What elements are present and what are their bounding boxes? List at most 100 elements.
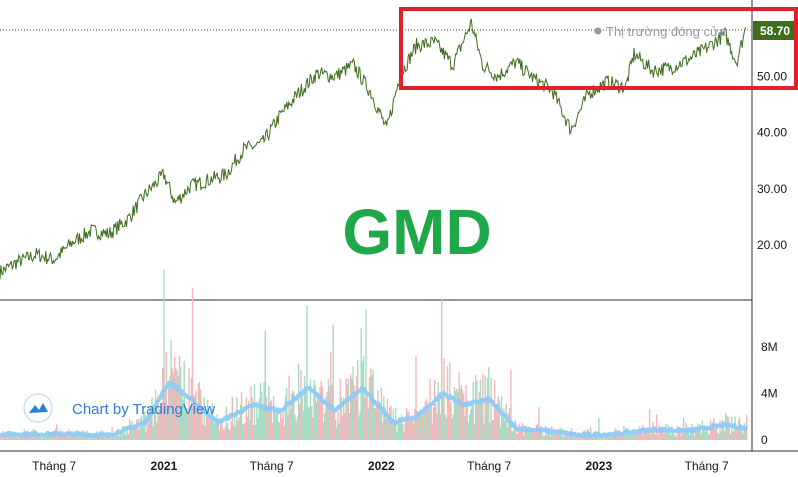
volume-bar <box>555 433 558 440</box>
volume-bar <box>617 435 619 440</box>
volume-bar <box>473 423 476 440</box>
volume-bar <box>140 415 143 440</box>
volume-bar <box>236 397 238 440</box>
volume-bar <box>435 403 437 440</box>
tradingview-cloud-icon <box>23 393 53 423</box>
volume-tick-label: 8M <box>761 340 778 354</box>
volume-bar <box>561 436 563 440</box>
volume-bar <box>305 390 307 440</box>
volume-bar <box>312 417 314 440</box>
volume-bar <box>152 427 154 440</box>
volume-bar <box>713 418 715 440</box>
volume-bar <box>372 370 374 440</box>
volume-bar <box>100 437 103 440</box>
volume-bar <box>636 431 638 440</box>
volume-bar <box>274 405 276 440</box>
volume-pane[interactable] <box>0 269 748 440</box>
volume-bar <box>630 433 632 440</box>
volume-bar <box>343 397 345 440</box>
volume-bar <box>162 367 164 440</box>
volume-axis[interactable]: 8M 4M 0 <box>761 340 778 447</box>
volume-bar <box>428 406 430 440</box>
volume-bar <box>597 438 599 440</box>
volume-bar <box>374 408 377 440</box>
volume-bar <box>430 405 432 440</box>
volume-bar <box>613 435 616 440</box>
volume-bar <box>178 355 181 440</box>
volume-bar <box>414 408 416 440</box>
volume-bar <box>158 409 160 440</box>
volume-bar <box>97 437 99 440</box>
volume-bar <box>244 423 246 440</box>
volume-bar <box>70 432 72 440</box>
volume-bar <box>205 416 208 440</box>
volume-bar <box>474 375 477 440</box>
volume-bar <box>190 378 193 440</box>
volume-bar <box>622 436 624 440</box>
volume-bar <box>174 357 176 440</box>
volume-bar <box>181 392 183 440</box>
volume-bar <box>137 418 139 440</box>
volume-bar <box>263 382 265 440</box>
volume-bar <box>217 419 219 440</box>
volume-bar <box>490 377 492 440</box>
volume-bar <box>633 433 636 440</box>
price-pane[interactable]: GMD <box>0 18 752 280</box>
volume-bar <box>720 431 722 440</box>
volume-bar <box>221 420 223 440</box>
volume-bar <box>656 414 658 440</box>
volume-bar <box>645 431 647 440</box>
highlight-box <box>399 7 798 90</box>
volume-bar <box>653 428 655 440</box>
volume-bar <box>149 407 151 440</box>
volume-bar <box>191 288 194 440</box>
volume-bar <box>699 424 701 440</box>
volume-bar <box>226 423 229 440</box>
tradingview-watermark[interactable]: Chart by TradingView <box>23 393 215 423</box>
volume-bar <box>687 427 689 440</box>
volume-bar <box>500 396 503 440</box>
volume-bar <box>224 426 226 440</box>
volume-bar <box>631 431 633 440</box>
volume-bar <box>686 427 688 440</box>
volume-bar <box>697 423 699 440</box>
volume-bar <box>568 433 570 440</box>
time-axis[interactable]: Tháng 7 2021 Tháng 7 2022 Tháng 7 2023 Tháng 7 <box>32 459 729 473</box>
volume-bar <box>519 429 521 440</box>
volume-bar <box>196 408 198 440</box>
volume-bar <box>79 435 82 440</box>
volume-bar <box>172 373 175 440</box>
volume-bar <box>532 428 534 440</box>
volume-bar <box>240 391 243 440</box>
volume-bar <box>660 426 663 440</box>
volume-bar <box>134 424 137 440</box>
volume-bar <box>153 407 156 440</box>
volume-bar <box>549 435 552 440</box>
price-tick-label: 50.00 <box>757 69 787 83</box>
volume-bar <box>339 379 341 440</box>
volume-bar <box>366 392 368 440</box>
volume-bar <box>736 429 739 440</box>
volume-bar <box>378 401 380 440</box>
volume-bar <box>308 407 310 440</box>
volume-bar <box>303 376 306 440</box>
volume-bar <box>233 418 236 440</box>
volume-bar <box>210 412 212 440</box>
volume-bar <box>727 416 729 440</box>
volume-bar <box>647 431 650 440</box>
volume-bar <box>512 430 514 440</box>
volume-bar <box>362 356 365 440</box>
volume-bar <box>422 413 424 440</box>
volume-bar <box>365 309 367 440</box>
volume-bar <box>702 429 705 440</box>
volume-bar <box>678 427 680 440</box>
volume-bar <box>201 407 203 440</box>
volume-bar <box>355 376 358 440</box>
price-axis[interactable]: 20.00 30.00 40.00 50.00 <box>757 69 787 252</box>
volume-bar <box>533 432 535 440</box>
volume-bar <box>600 436 602 440</box>
volume-bar <box>230 421 232 440</box>
volume-bar <box>176 370 178 440</box>
volume-bar <box>581 437 583 440</box>
